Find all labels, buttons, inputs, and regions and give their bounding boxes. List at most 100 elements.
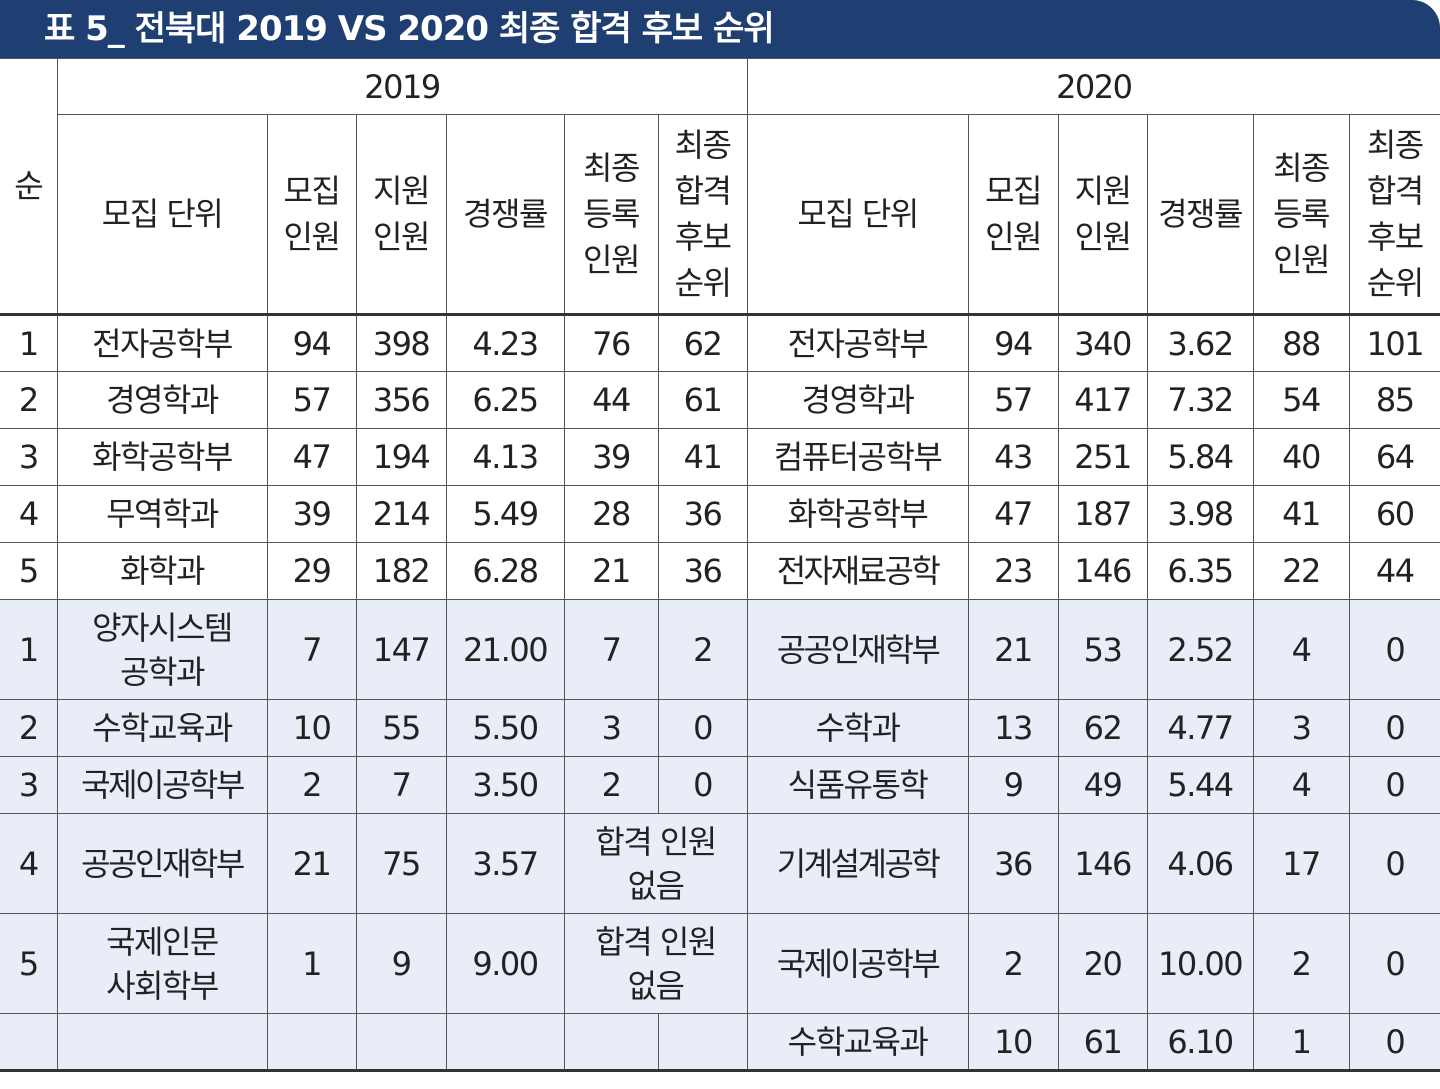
cell-applicants-2020: 187	[1057, 485, 1148, 543]
cell-final-reg-2020: 17	[1252, 813, 1350, 914]
cell-quota-2020: 23	[967, 542, 1059, 600]
header-year-2020: 2020	[746, 58, 1440, 115]
cell-ratio-2019: 6.25	[445, 371, 565, 429]
cell-unit-2020: 기계설계공학	[746, 813, 969, 914]
header-final-reg-2019: 최종 등록 인원	[563, 114, 659, 316]
cell-rank: 2	[0, 371, 58, 429]
cell-rank	[0, 1013, 58, 1072]
cell-unit-2020: 식품유통학	[746, 756, 969, 814]
cell-applicants-2019: 9	[355, 913, 447, 1014]
cell-unit-2019: 화학과	[56, 542, 268, 600]
cell-final-rank-2019: 0	[657, 699, 748, 757]
cell-applicants-2019: 55	[355, 699, 447, 757]
cell-ratio-2020: 7.32	[1146, 371, 1254, 429]
cell-ratio-2019: 4.23	[445, 314, 565, 372]
cell-no-pass-2019: 합격 인원 없음	[563, 913, 748, 1014]
cell-ratio-2020: 4.77	[1146, 699, 1254, 757]
cell-final-reg-2020: 41	[1252, 485, 1350, 543]
cell-applicants-2020: 61	[1057, 1013, 1148, 1072]
cell-final-reg-2020: 3	[1252, 699, 1350, 757]
cell-applicants-2019: 194	[355, 428, 447, 486]
header-final-rank-2019: 최종 합격 후보 순위	[657, 114, 748, 316]
cell-unit-2020: 국제이공학부	[746, 913, 969, 1014]
cell-quota-2019: 47	[266, 428, 357, 486]
cell-final-reg-2020: 40	[1252, 428, 1350, 486]
cell-final-rank-2020: 44	[1348, 542, 1440, 600]
cell-applicants-2020: 146	[1057, 542, 1148, 600]
cell-unit-2019: 전자공학부	[56, 314, 268, 372]
cell-final-reg-2019: 7	[563, 599, 659, 700]
cell-ratio-2019: 9.00	[445, 913, 565, 1014]
cell-ratio-2019: 5.50	[445, 699, 565, 757]
table-row: 4 무역학과 39 214 5.49 28 36 화학공학부 47 187 3.…	[0, 485, 1440, 543]
cell-quota-2020: 47	[967, 485, 1059, 543]
cell-applicants-2020: 53	[1057, 599, 1148, 700]
cell-unit-2020: 화학공학부	[746, 485, 969, 543]
cell-final-reg-2020: 2	[1252, 913, 1350, 1014]
cell-ratio-2020: 3.62	[1146, 314, 1254, 372]
cell-applicants-2020: 417	[1057, 371, 1148, 429]
cell-unit-2019: 무역학과	[56, 485, 268, 543]
cell-final-rank-2020: 85	[1348, 371, 1440, 429]
cell-quota-2020: 36	[967, 813, 1059, 914]
cell-final-reg-2020: 54	[1252, 371, 1350, 429]
cell-applicants-2019: 182	[355, 542, 447, 600]
cell-quota-2020: 57	[967, 371, 1059, 429]
cell-final-rank-2020: 0	[1348, 756, 1440, 814]
cell-ratio-2020: 5.44	[1146, 756, 1254, 814]
cell-final-rank-2019: 36	[657, 542, 748, 600]
header-final-reg-2020: 최종 등록 인원	[1252, 114, 1350, 316]
cell-applicants-2019: 214	[355, 485, 447, 543]
cell-quota-2020: 43	[967, 428, 1059, 486]
cell-unit-2020: 전자재료공학	[746, 542, 969, 600]
cell-final-reg-2020: 4	[1252, 599, 1350, 700]
cell-ratio-2020: 10.00	[1146, 913, 1254, 1014]
cell-unit-2020: 수학교육과	[746, 1013, 969, 1072]
header-final-rank-2020: 최종 합격 후보 순위	[1348, 114, 1440, 316]
table-title: 표 5_ 전북대 2019 VS 2020 최종 합격 후보 순위	[44, 9, 775, 49]
cell-quota-2019	[266, 1013, 357, 1072]
cell-final-reg-2020: 1	[1252, 1013, 1350, 1072]
cell-ratio-2019: 6.28	[445, 542, 565, 600]
cell-ratio-2020: 5.84	[1146, 428, 1254, 486]
cell-applicants-2019: 147	[355, 599, 447, 700]
cell-unit-2019: 양자시스템 공학과	[56, 599, 268, 700]
cell-ratio-2019	[445, 1013, 565, 1072]
header-quota-2020: 모집 인원	[967, 114, 1059, 316]
cell-ratio-2020: 6.10	[1146, 1013, 1254, 1072]
cell-unit-2020: 전자공학부	[746, 314, 969, 372]
cell-quota-2020: 94	[967, 314, 1059, 372]
cell-quota-2020: 2	[967, 913, 1059, 1014]
cell-final-rank-2020: 101	[1348, 314, 1440, 372]
cell-quota-2020: 9	[967, 756, 1059, 814]
cell-unit-2019	[56, 1013, 268, 1072]
cell-applicants-2020: 146	[1057, 813, 1148, 914]
header-quota-2019: 모집 인원	[266, 114, 357, 316]
cell-applicants-2019	[355, 1013, 447, 1072]
cell-unit-2020: 경영학과	[746, 371, 969, 429]
cell-ratio-2019: 5.49	[445, 485, 565, 543]
table-row: 3 화학공학부 47 194 4.13 39 41 컴퓨터공학부 43 251 …	[0, 428, 1440, 486]
cell-final-rank-2019: 0	[657, 756, 748, 814]
cell-rank: 1	[0, 314, 58, 372]
cell-final-reg-2019: 44	[563, 371, 659, 429]
header-year-2019: 2019	[56, 58, 748, 115]
cell-final-reg-2019: 2	[563, 756, 659, 814]
cell-final-rank-2020: 0	[1348, 699, 1440, 757]
cell-applicants-2020: 49	[1057, 756, 1148, 814]
cell-rank: 1	[0, 599, 58, 700]
cell-rank: 5	[0, 542, 58, 600]
cell-quota-2019: 94	[266, 314, 357, 372]
cell-rank: 5	[0, 913, 58, 1014]
cell-final-reg-2019: 21	[563, 542, 659, 600]
cell-quota-2020: 13	[967, 699, 1059, 757]
cell-rank: 3	[0, 428, 58, 486]
cell-final-reg-2020: 88	[1252, 314, 1350, 372]
cell-final-reg-2020: 4	[1252, 756, 1350, 814]
header-ratio-2019: 경쟁률	[445, 114, 565, 316]
cell-unit-2019: 국제인문 사회학부	[56, 913, 268, 1014]
cell-unit-2020: 컴퓨터공학부	[746, 428, 969, 486]
cell-ratio-2020: 3.98	[1146, 485, 1254, 543]
header-ratio-2020: 경쟁률	[1146, 114, 1254, 316]
cell-final-rank-2020: 0	[1348, 913, 1440, 1014]
